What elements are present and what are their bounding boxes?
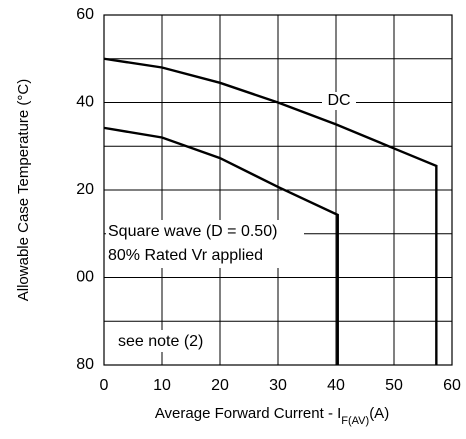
y-axis-label: Allowable Case Temperature (°C)	[15, 79, 32, 301]
x-axis-label-part: (A)	[369, 405, 389, 422]
y-tick-label: 60	[76, 6, 94, 23]
plot-frame	[103, 14, 453, 366]
series-line	[103, 57, 438, 365]
y-tick-label: 80	[76, 356, 94, 373]
x-axis-label-part: Average Forward Current - I	[155, 405, 341, 422]
x-tick-label: 40	[327, 377, 345, 394]
y-tick-label: 40	[76, 94, 94, 111]
x-axis-label: Average Forward Current - IF(AV)(A)	[155, 405, 389, 427]
legend-label: DC	[327, 92, 350, 109]
annotation: see note (2)	[118, 333, 203, 350]
y-tick-label: 20	[76, 181, 94, 198]
x-tick-label: 0	[100, 377, 109, 394]
x-axis-label-part: F(AV)	[341, 415, 369, 427]
y-tick-label: 00	[76, 269, 94, 286]
x-tick-label: 20	[211, 377, 229, 394]
series-line	[103, 126, 339, 365]
legend-label: Square wave (D = 0.50)	[108, 223, 277, 240]
label-box	[114, 330, 214, 352]
annotation: 80% Rated Vr applied	[108, 247, 263, 264]
label-box	[106, 220, 304, 268]
x-tick-label: 50	[385, 377, 403, 394]
x-tick-label: 30	[269, 377, 287, 394]
x-tick-label: 10	[153, 377, 171, 394]
label-box	[322, 92, 356, 110]
x-tick-label: 60	[443, 377, 461, 394]
